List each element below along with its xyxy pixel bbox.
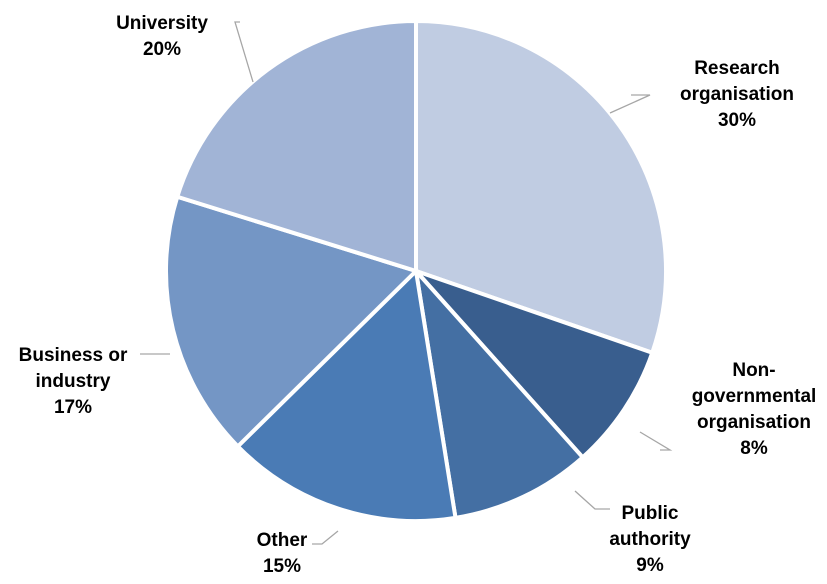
slice-label-value: 9% bbox=[636, 555, 664, 576]
pie-slice-research-organisation bbox=[414, 19, 668, 355]
leader-line bbox=[609, 94, 651, 114]
slice-label-value: 20% bbox=[142, 39, 182, 60]
slice-label: Public authority 9% bbox=[609, 501, 690, 579]
slice-label-name: Non- bbox=[732, 360, 776, 381]
pie-slice-non-governmental-organisation bbox=[414, 269, 655, 460]
slice-label-value: 30% bbox=[717, 110, 757, 131]
slice-label-name: Public bbox=[621, 503, 679, 524]
slice-label: Non-governmental organisation 8% bbox=[692, 358, 817, 462]
pie-slice-business-or-industry bbox=[164, 194, 418, 449]
pie-slice-university bbox=[175, 19, 418, 273]
leader-line bbox=[639, 431, 673, 451]
slice-label-name: governmental bbox=[691, 386, 817, 407]
slice-label-name: Business or bbox=[18, 345, 128, 366]
slice-label-name: Research bbox=[694, 58, 780, 79]
pie-slice-public-authority bbox=[414, 269, 585, 520]
leader-line bbox=[234, 21, 254, 83]
leader-line bbox=[574, 490, 610, 510]
slice-label: Research organisation 30% bbox=[680, 56, 794, 134]
slice-label-value: 15% bbox=[262, 556, 302, 577]
slice-label: Other 15% bbox=[257, 528, 308, 580]
slice-label-name: industry bbox=[35, 371, 111, 392]
pie-slice-other bbox=[235, 269, 458, 523]
slice-label-name: authority bbox=[609, 529, 691, 550]
slice-label-name: Other bbox=[256, 530, 308, 551]
slice-label-name: organisation bbox=[696, 412, 811, 433]
slice-label-name: University bbox=[116, 13, 208, 34]
slice-label-value: 17% bbox=[53, 397, 93, 418]
slice-label-name: organisation bbox=[679, 84, 795, 105]
leader-line bbox=[312, 530, 339, 545]
slice-label: University 20% bbox=[116, 11, 208, 63]
slice-label: Business or industry 17% bbox=[19, 343, 128, 421]
slice-label-value: 8% bbox=[740, 438, 768, 459]
